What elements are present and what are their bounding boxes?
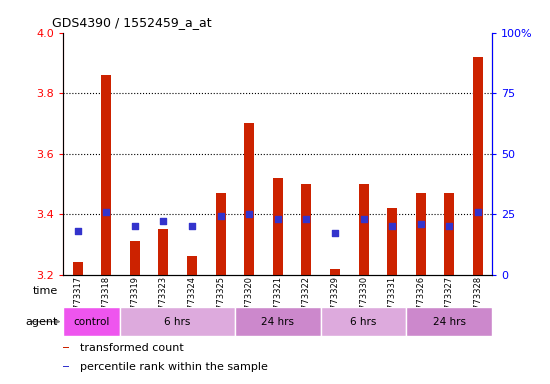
Bar [321, 307, 492, 336]
Text: interleukin 28B: interleukin 28B [366, 316, 447, 327]
Bar [120, 307, 321, 336]
Bar [63, 307, 120, 336]
Text: 6 hrs: 6 hrs [350, 316, 377, 327]
Bar [235, 307, 321, 336]
Text: control: control [74, 316, 110, 327]
Point [102, 209, 111, 215]
Bar [301, 184, 311, 275]
Bar [187, 257, 197, 275]
Point [388, 223, 397, 229]
Bar [359, 184, 369, 275]
Text: transformed count: transformed count [80, 343, 184, 353]
Text: untreated: untreated [66, 316, 118, 327]
Point [359, 216, 368, 222]
Point [331, 230, 339, 237]
Bar [273, 178, 283, 275]
Text: agent: agent [25, 316, 58, 327]
Bar [244, 123, 254, 275]
Point [159, 218, 168, 224]
Point [73, 228, 82, 234]
Bar [216, 193, 225, 275]
Point [445, 223, 454, 229]
Text: percentile rank within the sample: percentile rank within the sample [80, 362, 268, 372]
Point [273, 216, 282, 222]
Bar [158, 229, 168, 275]
Point [416, 221, 425, 227]
Bar [130, 241, 140, 275]
Bar [63, 347, 69, 348]
Point [474, 209, 482, 215]
Point [302, 216, 311, 222]
Bar [387, 208, 397, 275]
Text: GDS4390 / 1552459_a_at: GDS4390 / 1552459_a_at [52, 16, 212, 29]
Point [188, 223, 196, 229]
Text: interferon-α: interferon-α [189, 316, 252, 327]
Point [216, 214, 225, 220]
Text: 24 hrs: 24 hrs [433, 316, 466, 327]
Text: 24 hrs: 24 hrs [261, 316, 294, 327]
Bar [73, 262, 82, 275]
Text: time: time [32, 286, 58, 296]
Bar [321, 307, 406, 336]
Text: 6 hrs: 6 hrs [164, 316, 191, 327]
Point [130, 223, 139, 229]
Bar [63, 366, 69, 367]
Bar [63, 307, 120, 336]
Bar [473, 57, 483, 275]
Bar [416, 193, 426, 275]
Bar [330, 268, 340, 275]
Bar [120, 307, 235, 336]
Point [245, 211, 254, 217]
Bar [444, 193, 454, 275]
Bar [406, 307, 492, 336]
Bar [101, 75, 111, 275]
